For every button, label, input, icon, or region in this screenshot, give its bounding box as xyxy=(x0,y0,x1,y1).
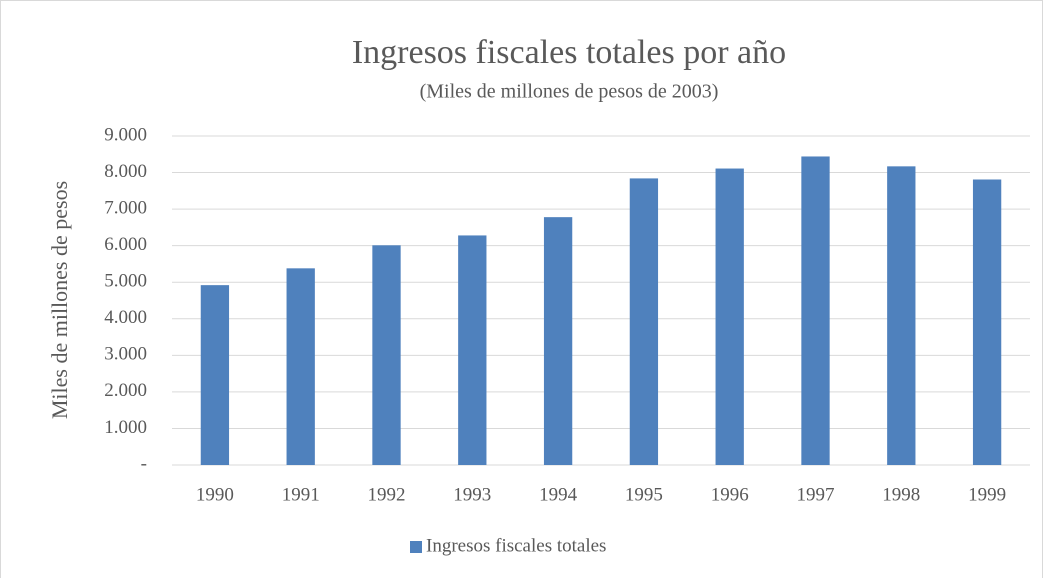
x-tick-label: 1994 xyxy=(539,484,578,505)
y-tick-label: - xyxy=(141,453,147,474)
bar xyxy=(372,245,401,465)
x-tick-label: 1990 xyxy=(196,484,234,505)
y-tick-label: 1.000 xyxy=(104,417,147,438)
y-tick-label: 7.000 xyxy=(104,197,147,218)
legend-label: Ingresos fiscales totales xyxy=(426,535,606,556)
bar xyxy=(458,235,487,465)
bar xyxy=(972,179,1002,466)
legend-swatch xyxy=(410,541,422,553)
bar xyxy=(543,217,573,465)
y-axis-label: Miles de millones de pesos xyxy=(47,181,72,419)
y-tick-label: 2.000 xyxy=(104,380,147,401)
chart-subtitle: (Miles de millones de pesos de 2003) xyxy=(420,81,719,103)
bar xyxy=(715,168,744,466)
chart-title: Ingresos fiscales totales por año xyxy=(352,34,786,71)
y-tick-label: 3.000 xyxy=(104,344,147,365)
bar xyxy=(200,285,230,465)
x-tick-label: 1995 xyxy=(625,484,663,505)
bar xyxy=(629,178,659,465)
x-tick-label: 1991 xyxy=(282,484,320,505)
bar xyxy=(801,156,830,465)
x-tick-label: 1996 xyxy=(711,484,749,505)
y-tick-label: 6.000 xyxy=(104,234,147,255)
x-tick-label: 1999 xyxy=(968,484,1006,505)
y-tick-label: 9.000 xyxy=(104,124,147,145)
y-tick-label: 5.000 xyxy=(104,271,147,292)
y-tick-label: 8.000 xyxy=(104,161,147,182)
x-tick-label: 1993 xyxy=(453,484,491,505)
y-tick-label: 4.000 xyxy=(104,307,147,328)
x-tick-label: 1992 xyxy=(368,484,406,505)
x-tick-label: 1998 xyxy=(882,484,920,505)
x-tick-label: 1997 xyxy=(797,484,835,505)
bar xyxy=(286,268,315,465)
bar xyxy=(887,166,916,465)
